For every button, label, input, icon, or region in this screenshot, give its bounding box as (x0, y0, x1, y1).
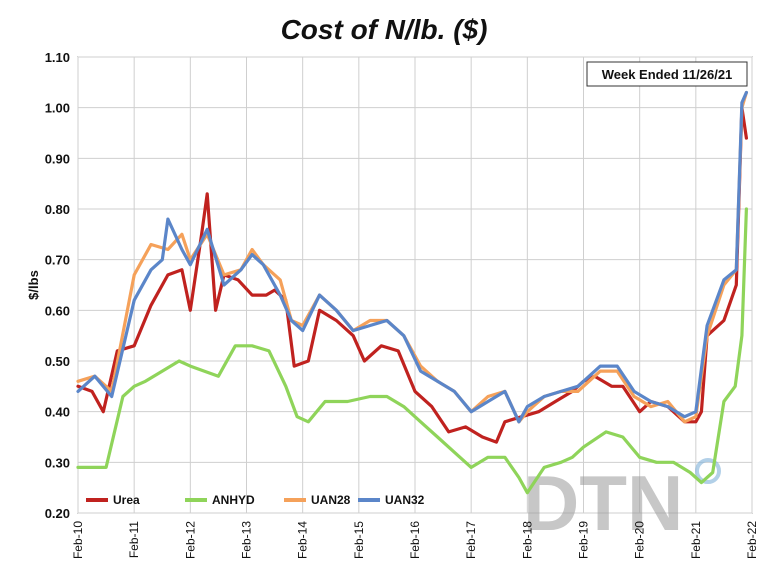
series-layer (76, 90, 749, 495)
y-tick-label: 0.80 (45, 202, 70, 217)
annotation-box (586, 61, 748, 87)
x-tick-label: Feb-15 (352, 521, 366, 559)
y-tick-label: 0.30 (45, 455, 70, 470)
y-tick-label: 0.90 (45, 151, 70, 166)
y-tick-label: 1.10 (45, 50, 70, 65)
x-tick-label: Feb-12 (183, 521, 197, 559)
x-tick-label: Feb-16 (408, 521, 422, 559)
dtn-watermark: DTN (523, 459, 683, 547)
y-tick-label: 0.70 (45, 253, 70, 268)
x-tick-label: Feb-20 (633, 521, 647, 559)
y-tick-label: 0.60 (45, 303, 70, 318)
annotation-text: Week Ended 11/26/21 (602, 67, 733, 82)
x-tick-label: Feb-13 (240, 521, 254, 559)
x-tick-label: Feb-17 (464, 521, 478, 559)
x-tick-label: Feb-22 (745, 521, 759, 559)
y-tick-label: 1.00 (45, 101, 70, 116)
legend-entry-uan28: UAN28 (311, 493, 351, 507)
series-line-anhyd (76, 207, 749, 495)
x-tick-labels: Feb-10 Feb-11 Feb-12 Feb-13 Feb-14 Feb-15 Feb-… (71, 521, 759, 559)
x-tick-label: Feb-11 (127, 521, 141, 558)
chart-title: Cost of N/lb. ($) (280, 14, 488, 45)
x-tick-label: Feb-21 (689, 521, 703, 559)
legend-entry-uan32: UAN32 (385, 493, 425, 507)
legend-entry-urea: Urea (113, 493, 140, 507)
legend-entry-anhyd: ANHYD (212, 493, 255, 507)
x-tick-label: Feb-19 (577, 521, 591, 559)
watermark-dot-icon (695, 458, 721, 484)
y-tick-label: 0.20 (45, 506, 70, 521)
y-tick-label: 0.40 (45, 405, 70, 420)
x-tick-label: Feb-18 (520, 521, 534, 559)
legend: Urea ANHYD UAN28 UAN32 (86, 493, 425, 507)
x-tick-label: Feb-14 (296, 521, 310, 559)
x-tick-label: Feb-10 (71, 521, 85, 559)
y-axis-label: $/lbs (26, 270, 41, 300)
y-tick-label: 0.50 (45, 354, 70, 369)
y-tick-labels: 0.20 0.30 0.40 0.50 0.60 0.70 0.80 0.90 1.00 1.10 (45, 50, 70, 521)
series-line-uan32 (76, 90, 749, 424)
